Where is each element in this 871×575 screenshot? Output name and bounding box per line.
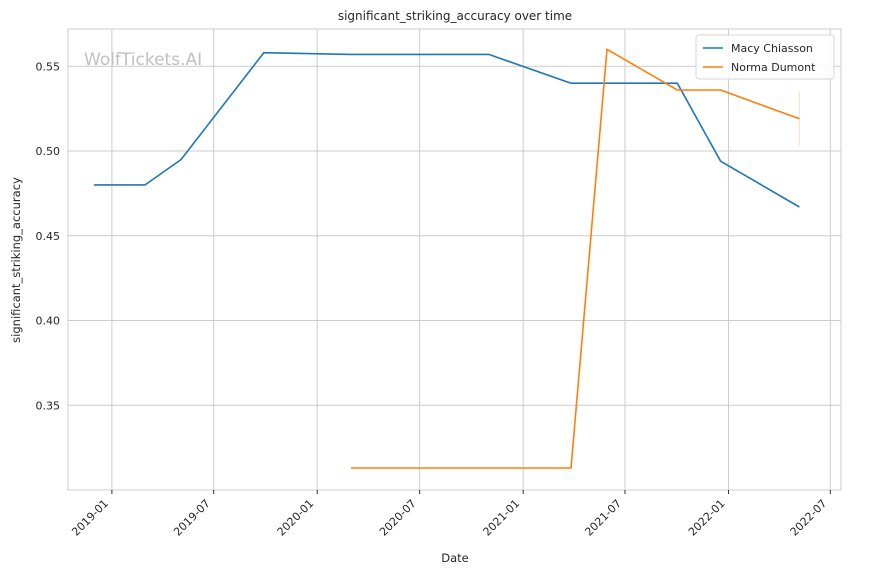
y-axis-ticks: 0.35 0.40 0.45 0.50 0.55 xyxy=(36,60,61,412)
legend-label: Norma Dumont xyxy=(731,61,816,74)
series-layer xyxy=(93,48,800,469)
y-tick-label: 0.35 xyxy=(36,399,61,412)
y-tick-label: 0.55 xyxy=(36,60,61,73)
chart-title: significant_striking_accuracy over time xyxy=(338,9,572,23)
plot-frame xyxy=(67,28,842,491)
legend: Macy Chiasson Norma Dumont xyxy=(695,34,835,80)
y-axis-label: significant_striking_accuracy xyxy=(9,177,23,343)
series-line xyxy=(351,48,800,469)
watermark: WolfTickets.AI xyxy=(84,50,202,70)
x-axis-label: Date xyxy=(441,551,469,565)
legend-label: Macy Chiasson xyxy=(731,42,813,55)
y-tick-label: 0.45 xyxy=(36,230,61,243)
y-tick-label: 0.40 xyxy=(36,315,61,328)
y-tick-label: 0.50 xyxy=(36,145,61,158)
series-line xyxy=(93,51,800,208)
legend-box xyxy=(695,34,835,80)
